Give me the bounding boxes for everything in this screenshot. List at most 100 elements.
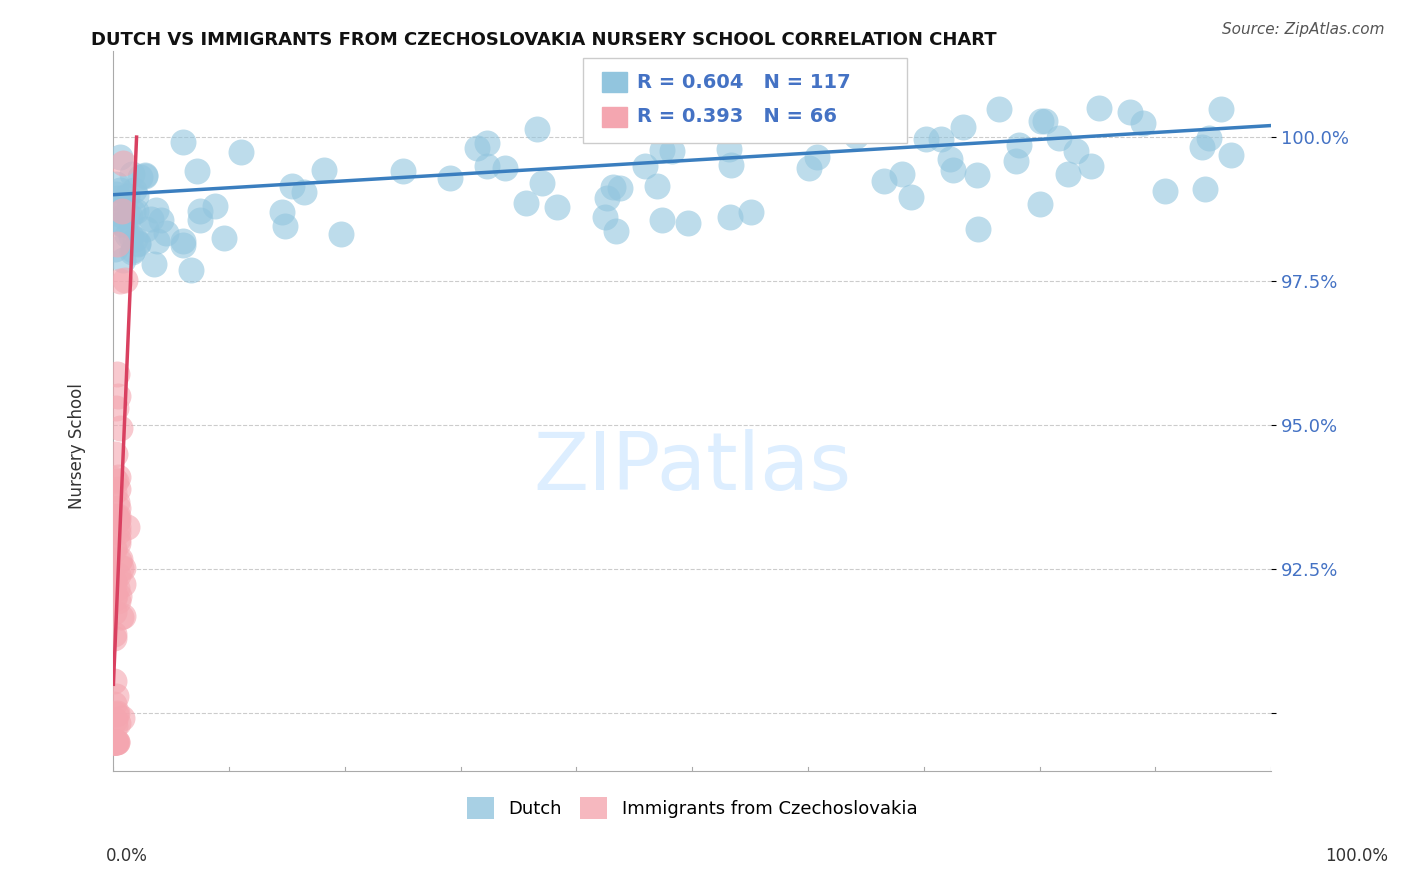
Point — [107, 593, 129, 607]
Point — [112, 577, 135, 591]
Point — [665, 114, 688, 128]
Point — [676, 216, 699, 230]
Point — [117, 207, 139, 221]
Point — [111, 204, 134, 219]
Point — [915, 132, 938, 146]
Point — [1194, 182, 1216, 196]
Point — [271, 204, 294, 219]
Point — [475, 159, 498, 173]
Point — [115, 519, 138, 533]
Point — [281, 178, 304, 193]
Point — [105, 735, 128, 749]
Point — [108, 554, 131, 568]
Point — [135, 222, 157, 236]
Point — [103, 605, 125, 619]
Point — [105, 367, 128, 381]
Point — [149, 213, 172, 227]
Point — [127, 237, 149, 252]
Point — [1198, 130, 1220, 145]
Point — [186, 164, 208, 178]
Point — [105, 401, 128, 416]
Point — [1209, 102, 1232, 116]
Point — [815, 120, 838, 134]
Point — [651, 143, 673, 157]
Point — [103, 627, 125, 641]
Point — [107, 482, 129, 496]
Point — [111, 561, 134, 575]
Point — [105, 735, 128, 749]
Point — [105, 581, 128, 595]
Point — [1029, 196, 1052, 211]
Point — [115, 228, 138, 243]
Text: DUTCH VS IMMIGRANTS FROM CZECHOSLOVAKIA NURSERY SCHOOL CORRELATION CHART: DUTCH VS IMMIGRANTS FROM CZECHOSLOVAKIA … — [91, 31, 997, 49]
Point — [107, 513, 129, 527]
Point — [872, 117, 894, 131]
Point — [494, 161, 516, 175]
Point — [104, 735, 127, 749]
Text: R = 0.393   N = 66: R = 0.393 N = 66 — [637, 107, 837, 127]
Point — [107, 500, 129, 515]
Point — [111, 197, 134, 211]
Point — [104, 187, 127, 202]
Point — [1029, 113, 1052, 128]
Point — [439, 170, 461, 185]
Point — [107, 716, 129, 731]
Point — [114, 273, 136, 287]
Point — [330, 227, 353, 241]
Text: Source: ZipAtlas.com: Source: ZipAtlas.com — [1222, 22, 1385, 37]
Point — [111, 609, 134, 624]
Point — [596, 191, 619, 205]
Point — [103, 485, 125, 500]
Point — [134, 169, 156, 184]
Point — [145, 202, 167, 217]
Point — [103, 735, 125, 749]
Point — [112, 218, 135, 232]
Point — [104, 447, 127, 461]
Point — [103, 592, 125, 607]
Point — [1057, 167, 1080, 181]
Point — [718, 211, 741, 225]
Point — [103, 577, 125, 591]
Point — [602, 179, 624, 194]
Point — [720, 158, 742, 172]
Point — [108, 421, 131, 435]
Point — [105, 237, 128, 252]
Point — [115, 189, 138, 203]
Point — [125, 189, 148, 203]
Point — [120, 229, 142, 244]
Point — [718, 142, 741, 156]
Point — [661, 145, 683, 159]
Point — [112, 252, 135, 267]
Point — [1033, 114, 1056, 128]
Point — [122, 205, 145, 219]
Point — [1119, 105, 1142, 120]
Point — [122, 244, 145, 258]
Point — [142, 257, 165, 271]
Legend: Dutch, Immigrants from Czechoslovakia: Dutch, Immigrants from Czechoslovakia — [460, 790, 925, 827]
Point — [139, 211, 162, 226]
Point — [1088, 101, 1111, 115]
Point — [104, 713, 127, 727]
Point — [103, 673, 125, 688]
Point — [609, 181, 631, 195]
Point — [939, 153, 962, 167]
Point — [845, 128, 868, 143]
Point — [110, 274, 132, 288]
Text: 0.0%: 0.0% — [105, 847, 148, 864]
Point — [967, 221, 990, 235]
Point — [103, 735, 125, 749]
Point — [180, 262, 202, 277]
Point — [188, 213, 211, 227]
Point — [1008, 137, 1031, 152]
Point — [107, 567, 129, 582]
Point — [1080, 159, 1102, 173]
Point — [1154, 184, 1177, 198]
Point — [155, 227, 177, 241]
Point — [593, 210, 616, 224]
Point — [204, 199, 226, 213]
Point — [172, 135, 194, 149]
Point — [110, 217, 132, 231]
Point — [104, 474, 127, 488]
Point — [212, 231, 235, 245]
Point — [111, 209, 134, 223]
